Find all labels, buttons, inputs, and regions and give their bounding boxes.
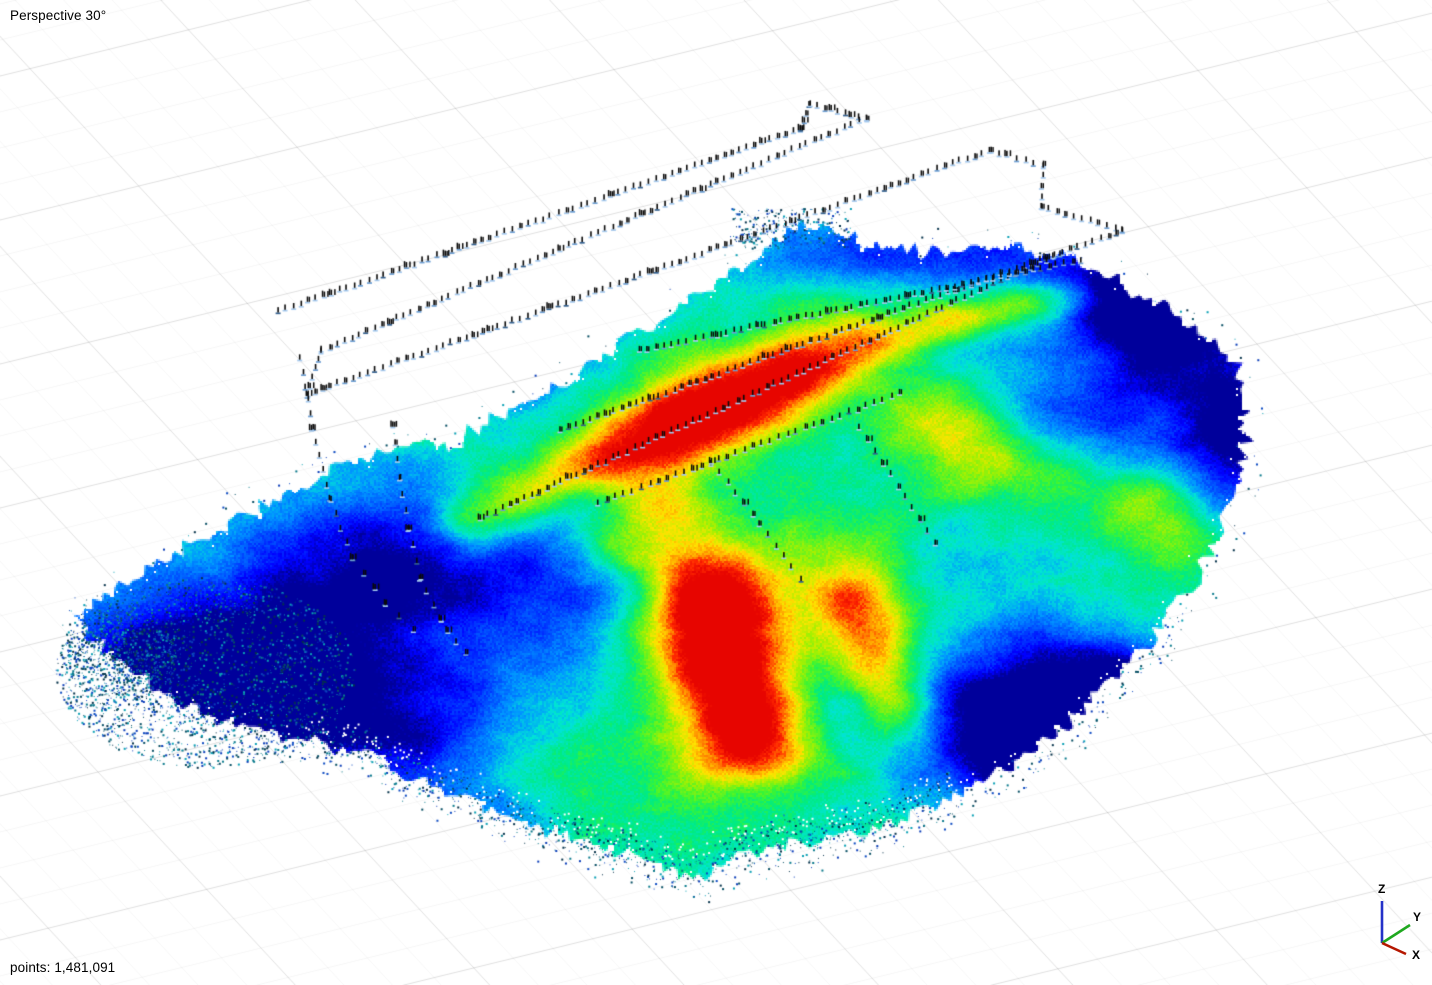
axis-gizmo: Z Y X [1378,882,1421,962]
y-axis-label: Y [1413,910,1421,924]
y-axis-line [1381,923,1411,945]
perspective-label: Perspective 30° [10,8,107,23]
x-axis-line [1381,941,1407,956]
points-count-label: points: 1,481,091 [10,960,116,975]
x-axis-label: X [1412,948,1420,962]
z-axis-label: Z [1378,882,1385,896]
